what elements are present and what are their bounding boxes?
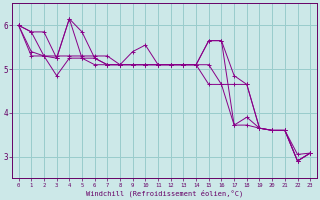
X-axis label: Windchill (Refroidissement éolien,°C): Windchill (Refroidissement éolien,°C) (86, 189, 243, 197)
